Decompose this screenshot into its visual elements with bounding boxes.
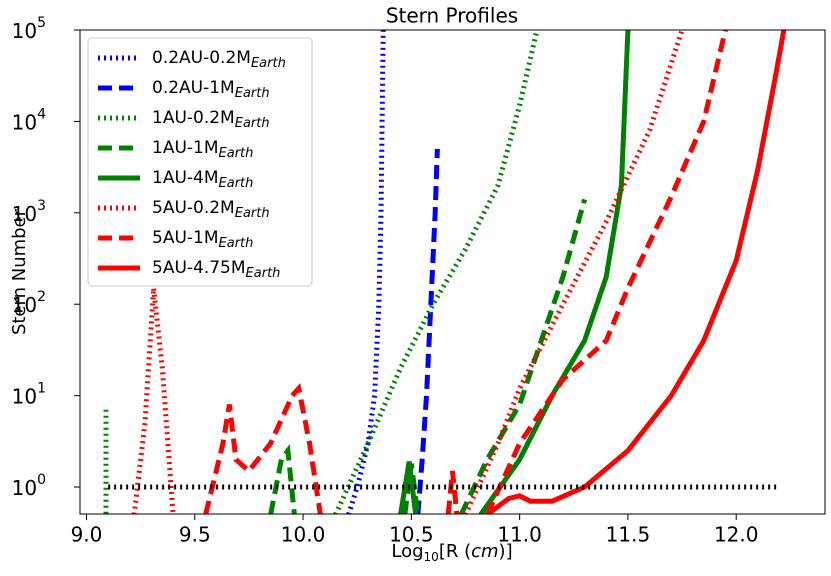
y-tick-base: 10	[12, 476, 37, 500]
y-tick-label: 102	[12, 289, 46, 317]
legend-name: 0.2AU-0.2M	[152, 48, 251, 68]
legend-name: 5AU-4.75M	[152, 258, 246, 278]
x-tick-label: 9.5	[179, 523, 211, 547]
legend-name-sub: Earth	[246, 266, 281, 281]
legend-name-sub: Earth	[251, 56, 286, 71]
x-axis-label-part: Log	[391, 541, 423, 562]
y-tick-label: 100	[12, 472, 46, 500]
series-line	[131, 30, 685, 514]
legend-label: 0.2AU-1MEarth	[152, 78, 270, 101]
legend-name: 0.2AU-1M	[152, 78, 235, 98]
legend-label: 5AU-4.75MEarth	[152, 258, 280, 281]
y-tick-label: 104	[12, 106, 46, 134]
x-axis-label-part: [R (	[439, 541, 471, 562]
x-tick-label: 12.0	[714, 523, 759, 547]
y-tick-base: 10	[12, 110, 37, 134]
x-axis-label: Log10[R (cm)]	[391, 541, 512, 564]
series-line	[415, 148, 440, 514]
x-axis-label-part: )]	[499, 541, 513, 562]
legend-name: 1AU-1M	[152, 138, 219, 158]
series-line	[103, 30, 540, 514]
x-axis-label-part: cm	[471, 541, 498, 562]
legend-name-sub: Earth	[235, 206, 270, 221]
legend-name: 5AU-1M	[152, 228, 219, 248]
plot-frame	[79, 29, 826, 515]
y-tick-base: 10	[12, 384, 37, 408]
y-tick-base: 10	[12, 19, 37, 43]
legend-name: 1AU-4M	[152, 168, 219, 188]
series-line	[346, 30, 386, 514]
y-tick-label: 105	[12, 15, 46, 43]
chart-title: Stern Profiles	[386, 4, 518, 28]
legend-label: 1AU-1MEarth	[152, 138, 253, 161]
legend-name-sub: Earth	[219, 236, 254, 251]
legend-name: 5AU-0.2M	[152, 198, 235, 218]
plot-area	[103, 30, 787, 514]
y-tick-base: 10	[12, 293, 37, 317]
legend-label: 0.2AU-0.2MEarth	[152, 48, 286, 71]
legend-label: 1AU-4MEarth	[152, 168, 253, 191]
x-tick-label: 9.0	[71, 523, 103, 547]
legend-name-sub: Earth	[235, 86, 270, 101]
x-axis-label-part: 10	[424, 550, 439, 564]
y-axis-label: Stern Number	[9, 208, 30, 335]
y-tick-label: 103	[12, 198, 46, 226]
series-line	[398, 30, 631, 514]
y-tick-label: 101	[12, 381, 46, 409]
y-tick-exponent: 0	[37, 472, 46, 488]
y-tick-exponent: 4	[37, 106, 46, 122]
legend-label: 5AU-0.2MEarth	[152, 198, 270, 221]
series-line	[203, 30, 728, 514]
legend-label: 1AU-0.2MEarth	[152, 108, 270, 131]
y-tick-exponent: 2	[37, 289, 46, 305]
x-tick-label: 10.0	[281, 523, 326, 547]
y-tick-base: 10	[12, 201, 37, 225]
y-tick-exponent: 3	[37, 198, 46, 214]
legend-box	[87, 37, 313, 287]
legend-label: 5AU-1MEarth	[152, 228, 253, 251]
legend-name: 1AU-0.2M	[152, 108, 235, 128]
legend-name-sub: Earth	[219, 146, 254, 161]
legend-name-sub: Earth	[219, 176, 254, 191]
series-line	[485, 30, 787, 514]
y-tick-exponent: 1	[37, 381, 46, 397]
x-tick-label: 11.0	[497, 523, 542, 547]
legend-name-sub: Earth	[235, 116, 270, 131]
x-tick-label: 10.5	[389, 523, 434, 547]
x-tick-label: 11.5	[606, 523, 651, 547]
y-tick-exponent: 5	[37, 15, 46, 31]
